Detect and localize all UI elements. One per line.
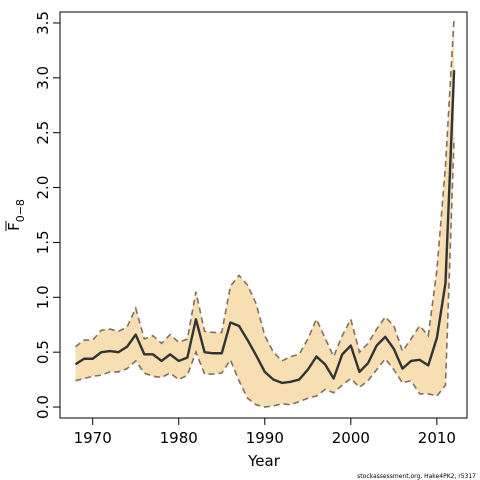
x-tick-label: 1980 [160, 429, 198, 447]
y-axis-title: F0−8 [5, 199, 27, 231]
series-layer [74, 17, 456, 408]
x-tick-label: 2010 [418, 429, 456, 447]
y-tick-label: 0.5 [34, 340, 52, 364]
upper-bound-line [75, 17, 455, 362]
y-tick-label: 3.5 [34, 11, 52, 35]
y-tick-label: 1.5 [34, 231, 52, 255]
y-axis-title-subscript: 0−8 [14, 199, 27, 222]
svg-text:F0−8: F0−8 [5, 199, 27, 231]
x-axis: 1970 1980 1990 2000 2010 [74, 418, 456, 447]
y-tick-label: 3.0 [34, 66, 52, 90]
y-tick-label: 2.0 [34, 176, 52, 200]
confidence-band-layer [75, 17, 455, 408]
x-tick-label: 1970 [74, 429, 112, 447]
x-axis-title: Year [247, 452, 281, 470]
x-tick-label: 2000 [332, 429, 370, 447]
source-footnote: stockassessment.org, Hake4PK2, r5317 [357, 473, 476, 480]
confidence-band [75, 17, 455, 408]
x-tick-label: 1990 [246, 429, 284, 447]
y-tick-label: 1.0 [34, 285, 52, 309]
lower-bound-line [75, 138, 455, 408]
y-axis: 0.0 0.5 1.0 1.5 2.0 2.5 3.0 3.5 [34, 11, 60, 419]
plot-frame [59, 11, 468, 419]
y-tick-label: 0.0 [34, 395, 52, 419]
y-tick-label: 2.5 [34, 121, 52, 145]
y-axis-title-base: F [5, 222, 23, 231]
median-line [74, 70, 456, 385]
